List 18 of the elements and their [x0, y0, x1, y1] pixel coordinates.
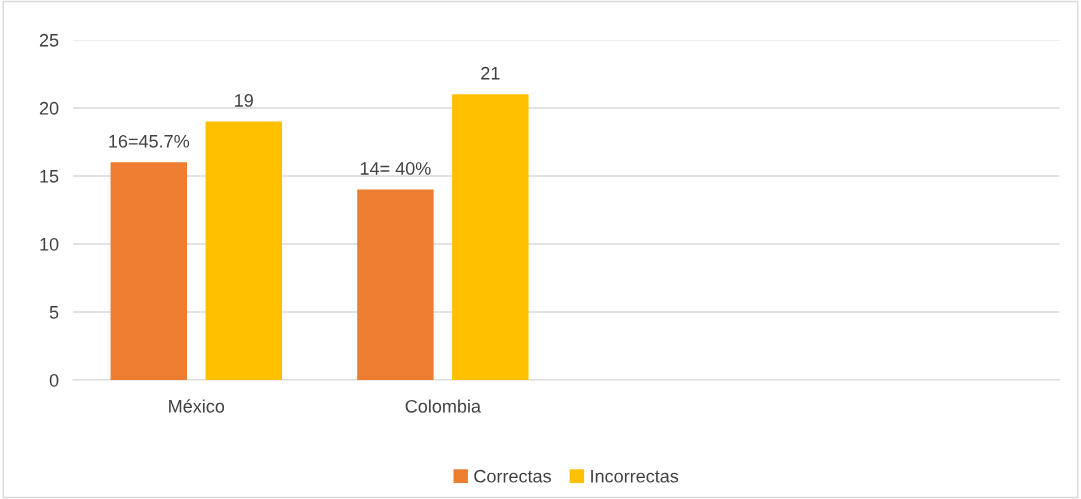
y-tick-label: 0 — [49, 373, 59, 387]
legend-label: Correctas — [474, 469, 551, 483]
y-tick-label: 10 — [40, 237, 59, 251]
bar — [205, 121, 282, 380]
y-tick-label: 20 — [39, 101, 59, 115]
y-tick-label: 5 — [49, 306, 59, 319]
x-tick-label: Colombia — [405, 399, 482, 413]
x-tick-label: México — [169, 399, 225, 413]
data-label: 16=45.7% — [109, 134, 190, 148]
data-label: 19 — [235, 94, 253, 107]
bar — [452, 94, 529, 380]
legend-label: Incorrectas — [591, 469, 679, 483]
bar — [357, 189, 434, 380]
bar — [110, 162, 188, 380]
data-label: 21 — [481, 66, 500, 80]
y-tick-label: 15 — [40, 170, 59, 183]
data-label: 14= 40% — [360, 162, 431, 175]
y-tick-label: 25 — [39, 33, 59, 47]
